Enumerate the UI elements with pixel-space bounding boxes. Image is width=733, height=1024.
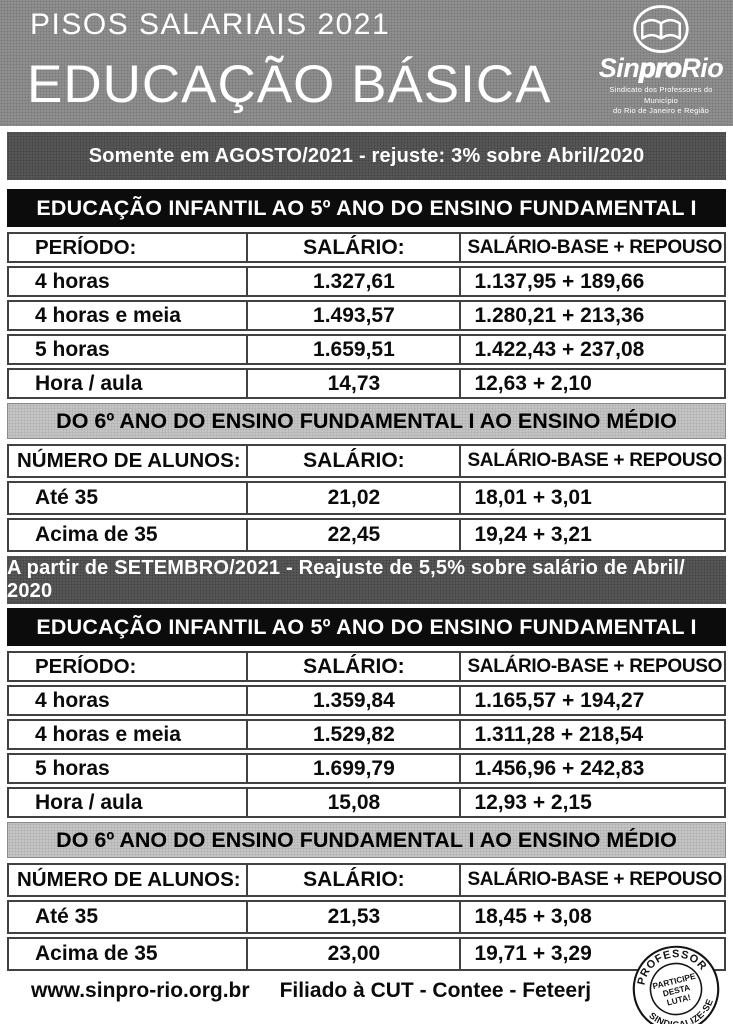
open-book-icon [633,5,689,53]
salary-cell: 14,73 [246,370,459,397]
page-footer: www.sinpro-rio.org.br Filiado à CUT - Co… [7,940,726,1024]
salary-cell: 23,00 [246,939,459,969]
notice-august: Somente em AGOSTO/2021 - rejuste: 3% sob… [7,132,726,180]
salary-cell: 1.493,57 [246,302,459,329]
period-cell: 5 horas [35,337,110,361]
salary-cell: 1.699,79 [246,755,459,782]
base-repouso-cell: 1.422,43 + 237,08 [459,336,724,363]
column-header-base-repouso: SALÁRIO-BASE + REPOUSO: [459,234,724,261]
alunos-cell: Acima de 35 [35,523,158,546]
sinpro-rio-logo: SinproRio Sindicato dos Professores do M… [593,3,729,117]
table-row: 5 horas 1.659,51 1.422,43 + 237,08 [7,334,726,365]
base-repouso-cell: 1.311,28 + 218,54 [459,721,724,748]
table-row: 4 horas e meia 1.529,82 1.311,28 + 218,5… [7,719,726,750]
column-header-base-repouso: SALÁRIO-BASE + REPOUSO: [459,865,724,895]
period-cell: 4 horas [35,688,110,712]
period-cell: 4 horas [35,269,110,293]
salary-cell: 1.659,51 [246,336,459,363]
table-header-row: PERÍODO: SALÁRIO: SALÁRIO-BASE + REPOUSO… [7,651,726,682]
table-header-row: PERÍODO: SALÁRIO: SALÁRIO-BASE + REPOUSO… [7,232,726,263]
column-header-periodo: PERÍODO: [35,654,137,678]
salary-cell: 21,02 [246,483,459,513]
table-row: Até 35 21,53 18,45 + 3,08 [7,900,726,934]
period-cell: 4 horas e meia [35,722,181,746]
salary-table-fundamental-september: NÚMERO DE ALUNOS: SALÁRIO: SALÁRIO-BASE … [7,863,726,971]
logo-sin: Sin [598,53,640,83]
column-header-alunos: NÚMERO DE ALUNOS: [17,449,241,472]
footer-text: www.sinpro-rio.org.br Filiado à CUT - Co… [31,979,591,1003]
base-repouso-cell: 1.137,95 + 189,66 [459,268,724,295]
base-repouso-cell: 12,63 + 2,10 [459,370,724,397]
page-header: PISOS SALARIAIS 2021 EDUCAÇÃO BÁSICA Sin… [0,0,733,126]
table-row: Hora / aula 15,08 12,93 + 2,15 [7,787,726,818]
affiliation-text: Filiado à CUT - Contee - Feteerj [279,979,592,1002]
table-row: Acima de 35 23,00 19,71 + 3,29 [7,937,726,971]
column-header-base-repouso: SALÁRIO-BASE + REPOUSO: [459,653,724,680]
table-row: Hora / aula 14,73 12,63 + 2,10 [7,368,726,399]
logo-tagline-line2: do Rio de Janeiro e Região [612,106,710,115]
salary-cell: 1.529,82 [246,721,459,748]
table-row: Até 35 21,02 18,01 + 3,01 [7,481,726,515]
base-repouso-cell: 1.165,57 + 194,27 [459,687,724,714]
logo-wordmark: SinproRio [593,53,729,83]
period-cell: 5 horas [35,756,110,780]
base-repouso-cell: 12,93 + 2,15 [459,789,724,816]
column-header-salario: SALÁRIO: [246,446,459,476]
notice-september: A partir de SETEMBRO/2021 - Reajuste de … [7,556,726,604]
period-cell: 4 horas e meia [35,303,181,327]
website-url: www.sinpro-rio.org.br [31,979,250,1002]
column-header-salario: SALÁRIO: [246,234,459,261]
base-repouso-cell: 18,01 + 3,01 [459,483,724,513]
professor-stamp-badge: PROFESSOR SINDICALIZE-SE PARTICIPE DESTA… [629,940,720,1024]
base-repouso-cell: 1.456,96 + 242,83 [459,755,724,782]
salary-table-fundamental-august: NÚMERO DE ALUNOS: SALÁRIO: SALÁRIO-BASE … [7,444,726,552]
logo-tagline: Sindicato dos Professores do Município d… [593,85,729,117]
logo-tagline-line1: Sindicato dos Professores do Município [609,85,713,105]
salary-cell: 1.359,84 [246,687,459,714]
table-row: 5 horas 1.699,79 1.456,96 + 242,83 [7,753,726,784]
table-header-row: NÚMERO DE ALUNOS: SALÁRIO: SALÁRIO-BASE … [7,863,726,897]
alunos-cell: Até 35 [35,486,99,509]
logo-rio: Rio [681,53,724,83]
section-title-infantil-august: EDUCAÇÃO INFANTIL AO 5º ANO DO ENSINO FU… [7,189,726,227]
table-header-row: NÚMERO DE ALUNOS: SALÁRIO: SALÁRIO-BASE … [7,444,726,478]
salary-cell: 1.327,61 [246,268,459,295]
table-row: Acima de 35 22,45 19,24 + 3,21 [7,518,726,552]
alunos-cell: Até 35 [35,905,99,928]
period-cell: Hora / aula [35,371,143,395]
salary-cell: 15,08 [246,789,459,816]
table-row: 4 horas 1.327,61 1.137,95 + 189,66 [7,266,726,297]
base-repouso-cell: 18,45 + 3,08 [459,902,724,932]
column-header-salario: SALÁRIO: [246,653,459,680]
salary-cell: 22,45 [246,520,459,550]
table-row: 4 horas 1.359,84 1.165,57 + 194,27 [7,685,726,716]
page-title: EDUCAÇÃO BÁSICA [27,55,552,114]
alunos-cell: Acima de 35 [35,942,158,965]
section-title-infantil-september: EDUCAÇÃO INFANTIL AO 5º ANO DO ENSINO FU… [7,608,726,646]
salary-cell: 21,53 [246,902,459,932]
base-repouso-cell: 19,24 + 3,21 [459,520,724,550]
header-kicker: PISOS SALARIAIS 2021 [30,8,391,41]
column-header-base-repouso: SALÁRIO-BASE + REPOUSO: [459,446,724,476]
section-title-fundamental-september: DO 6º ANO DO ENSINO FUNDAMENTAL I AO ENS… [7,822,726,858]
salary-table-infantil-august: PERÍODO: SALÁRIO: SALÁRIO-BASE + REPOUSO… [7,232,726,399]
column-header-salario: SALÁRIO: [246,865,459,895]
logo-pro: pro [639,53,683,83]
section-title-fundamental-august: DO 6º ANO DO ENSINO FUNDAMENTAL I AO ENS… [7,403,726,439]
salary-table-infantil-september: PERÍODO: SALÁRIO: SALÁRIO-BASE + REPOUSO… [7,651,726,818]
column-header-periodo: PERÍODO: [35,235,137,259]
period-cell: Hora / aula [35,790,143,814]
table-row: 4 horas e meia 1.493,57 1.280,21 + 213,3… [7,300,726,331]
base-repouso-cell: 19,71 + 3,29 [459,939,724,969]
base-repouso-cell: 1.280,21 + 213,36 [459,302,724,329]
column-header-alunos: NÚMERO DE ALUNOS: [17,868,241,891]
